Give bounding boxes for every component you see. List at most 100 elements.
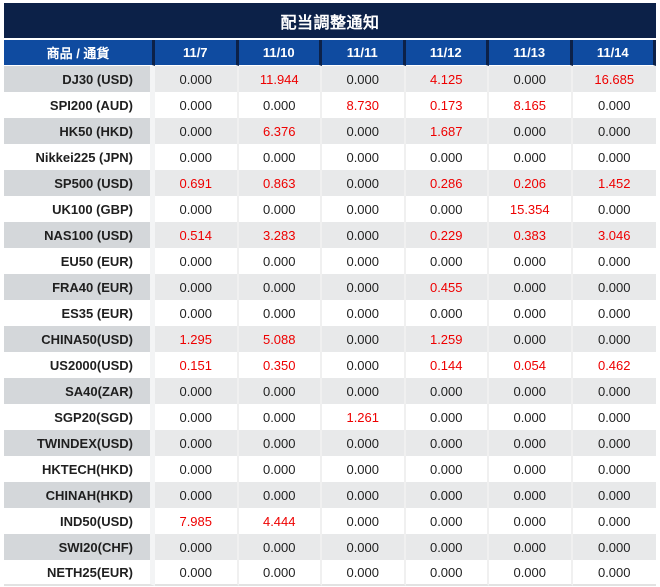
value-cell: 0.000 [489,326,573,352]
instrument-label: US2000(USD) [4,352,155,378]
value-cell: 0.000 [322,66,406,92]
value-cell: 0.000 [489,118,573,144]
value-cell: 0.000 [155,66,239,92]
value-cell: 0.000 [405,144,489,170]
value-cell: 0.000 [155,274,239,300]
table-row: SGP20(SGD) 0.000 0.000 1.261 0.000 0.000… [4,404,656,430]
instrument-label: FRA40 (EUR) [4,274,155,300]
value-cell: 0.000 [489,274,573,300]
value-cell: 0.691 [155,170,239,196]
value-cell: 0.000 [155,378,239,404]
value-cell: 0.000 [572,534,656,560]
value-cell: 0.000 [238,560,322,586]
value-cell: 0.000 [322,248,406,274]
value-cell: 0.000 [322,378,406,404]
value-cell: 0.462 [572,352,656,378]
value-cell: 0.000 [322,274,406,300]
value-cell: 0.000 [489,404,573,430]
value-cell: 0.000 [572,118,656,144]
instrument-label: DJ30 (USD) [4,66,155,92]
value-cell: 0.000 [238,248,322,274]
value-cell: 8.730 [322,92,406,118]
value-cell: 0.173 [405,92,489,118]
value-cell: 0.000 [405,300,489,326]
value-cell: 0.000 [322,482,406,508]
value-cell: 0.000 [322,300,406,326]
value-cell: 4.125 [405,66,489,92]
value-cell: 8.165 [489,92,573,118]
table-row: ES35 (EUR) 0.000 0.000 0.000 0.000 0.000… [4,300,656,326]
page-title: 配当調整通知 [4,3,656,38]
column-header-date-5: 11/13 [489,40,573,66]
column-header-product: 商品 / 通貨 [4,40,155,66]
column-header-date-2: 11/10 [238,40,322,66]
table-row: Nikkei225 (JPN) 0.000 0.000 0.000 0.000 … [4,144,656,170]
value-cell: 0.383 [489,222,573,248]
column-header-date-1: 11/7 [155,40,239,66]
value-cell: 0.000 [238,144,322,170]
instrument-label: SPI200 (AUD) [4,92,155,118]
value-cell: 0.000 [572,430,656,456]
value-cell: 0.000 [322,456,406,482]
column-header-date-6: 11/14 [572,40,656,66]
value-cell: 1.261 [322,404,406,430]
value-cell: 0.863 [238,170,322,196]
table-row: EU50 (EUR) 0.000 0.000 0.000 0.000 0.000… [4,248,656,274]
value-cell: 0.000 [322,326,406,352]
value-cell: 0.000 [572,378,656,404]
value-cell: 7.985 [155,508,239,534]
value-cell: 0.000 [322,508,406,534]
value-cell: 0.000 [238,92,322,118]
instrument-label: ES35 (EUR) [4,300,155,326]
value-cell: 0.000 [322,118,406,144]
value-cell: 0.229 [405,222,489,248]
value-cell: 0.144 [405,352,489,378]
value-cell: 6.376 [238,118,322,144]
instrument-label: SGP20(SGD) [4,404,155,430]
value-cell: 3.046 [572,222,656,248]
value-cell: 1.295 [155,326,239,352]
instrument-label: CHINAH(HKD) [4,482,155,508]
value-cell: 0.000 [155,482,239,508]
value-cell: 4.444 [238,508,322,534]
value-cell: 0.000 [489,430,573,456]
value-cell: 0.000 [155,92,239,118]
value-cell: 0.000 [405,456,489,482]
value-cell: 0.000 [572,92,656,118]
value-cell: 0.000 [238,456,322,482]
value-cell: 0.000 [572,144,656,170]
value-cell: 1.452 [572,170,656,196]
table-row: NAS100 (USD) 0.514 3.283 0.000 0.229 0.3… [4,222,656,248]
value-cell: 0.000 [405,508,489,534]
value-cell: 0.000 [572,456,656,482]
value-cell: 0.000 [155,118,239,144]
value-cell: 0.000 [489,66,573,92]
value-cell: 0.000 [155,534,239,560]
value-cell: 0.000 [572,248,656,274]
instrument-label: HKTECH(HKD) [4,456,155,482]
value-cell: 0.000 [489,300,573,326]
value-cell: 0.000 [322,170,406,196]
instrument-label: HK50 (HKD) [4,118,155,144]
table-row: SA40(ZAR) 0.000 0.000 0.000 0.000 0.000 … [4,378,656,404]
value-cell: 0.000 [155,248,239,274]
instrument-label: IND50(USD) [4,508,155,534]
instrument-label: SP500 (USD) [4,170,155,196]
value-cell: 0.000 [155,196,239,222]
value-cell: 0.000 [489,378,573,404]
value-cell: 0.000 [322,352,406,378]
table-row: UK100 (GBP) 0.000 0.000 0.000 0.000 15.3… [4,196,656,222]
value-cell: 0.000 [572,482,656,508]
value-cell: 3.283 [238,222,322,248]
value-cell: 0.000 [405,560,489,586]
value-cell: 0.000 [572,404,656,430]
value-cell: 0.000 [489,560,573,586]
value-cell: 1.259 [405,326,489,352]
instrument-label: SWI20(CHF) [4,534,155,560]
value-cell: 15.354 [489,196,573,222]
value-cell: 0.000 [155,430,239,456]
value-cell: 1.687 [405,118,489,144]
value-cell: 5.088 [238,326,322,352]
value-cell: 0.000 [405,378,489,404]
